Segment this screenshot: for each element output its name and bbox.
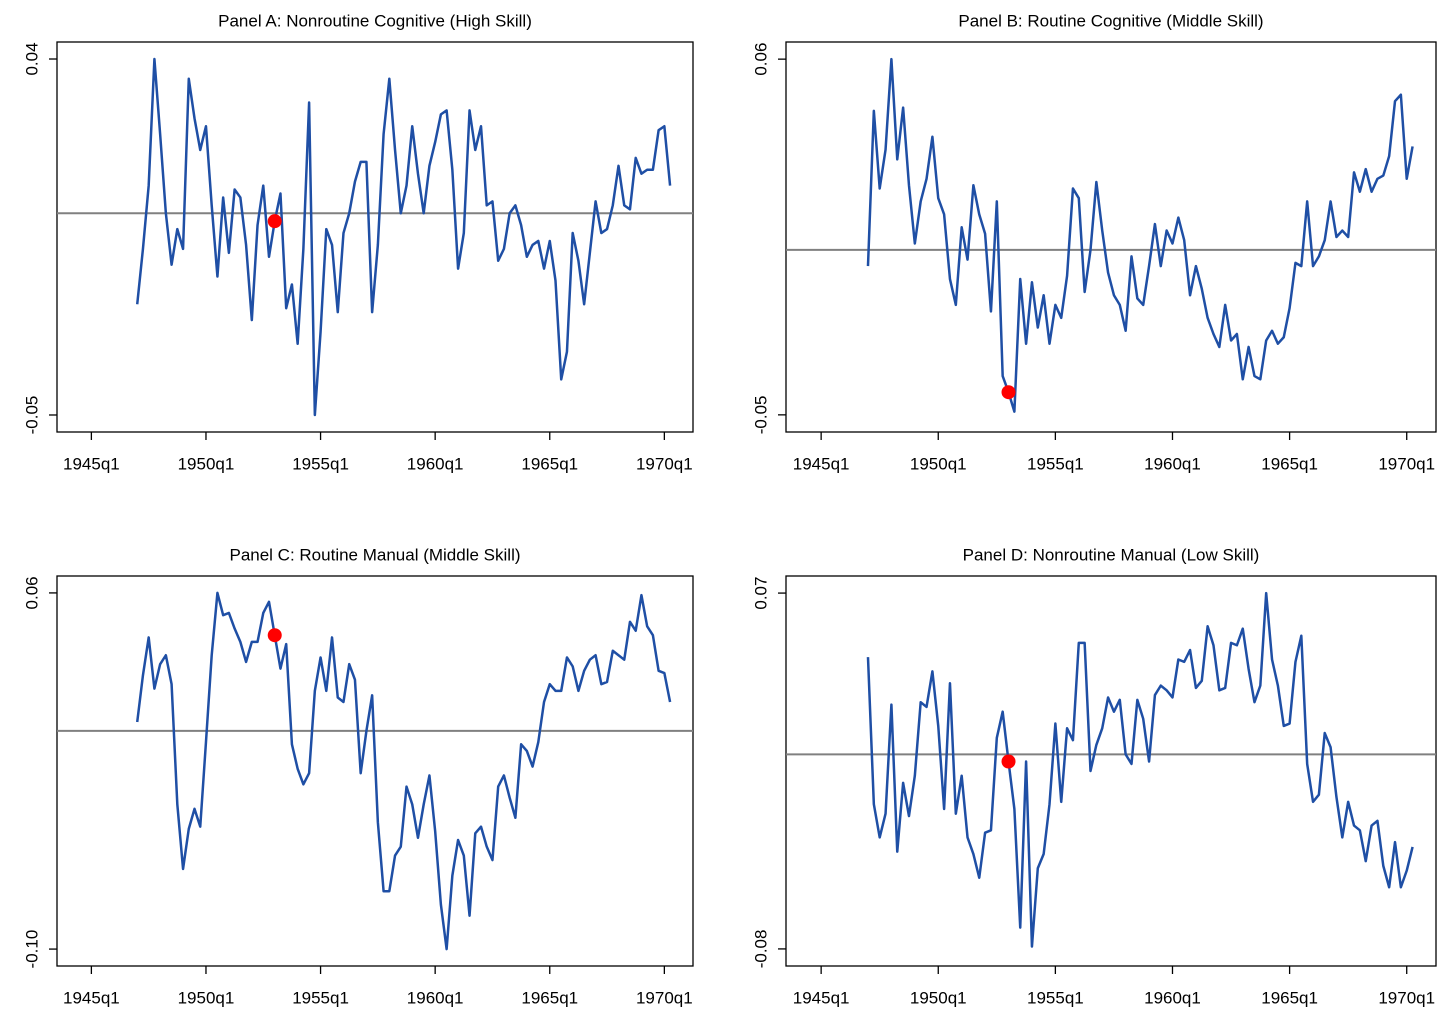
plot-frame (56, 575, 694, 967)
x-tick-label: 1945q1 (63, 454, 120, 473)
y-tick-label: -0.10 (22, 930, 41, 969)
x-tick-label: 1970q1 (636, 988, 693, 1007)
x-tick-label: 1955q1 (292, 988, 349, 1007)
x-tick-label: 1965q1 (1261, 988, 1318, 1007)
highlight-point (1001, 385, 1016, 400)
y-tick-label: -0.05 (22, 396, 41, 435)
x-tick-label: 1960q1 (1144, 988, 1201, 1007)
x-tick-label: 1945q1 (793, 454, 850, 473)
x-tick-label: 1945q1 (63, 988, 120, 1007)
x-tick-label: 1960q1 (1144, 454, 1201, 473)
x-tick-label: 1960q1 (407, 454, 464, 473)
x-tick-label: 1950q1 (910, 988, 967, 1007)
y-tick-label: 0.07 (751, 577, 770, 610)
x-tick-label: 1970q1 (636, 454, 693, 473)
x-tick-label: 1950q1 (178, 454, 235, 473)
series-line (135, 57, 672, 417)
highlight-point (267, 628, 282, 643)
x-tick-label: 1950q1 (178, 988, 235, 1007)
panel-title: Panel A: Nonroutine Cognitive (High Skil… (218, 11, 532, 30)
highlight-point (1001, 754, 1016, 769)
y-tick-label: 0.04 (22, 42, 41, 75)
plot-frame (785, 41, 1437, 433)
x-tick-label: 1965q1 (1261, 454, 1318, 473)
plot-frame (56, 41, 694, 433)
panel-title: Panel B: Routine Cognitive (Middle Skill… (958, 11, 1263, 30)
x-tick-label: 1970q1 (1378, 454, 1435, 473)
y-tick-label: -0.05 (751, 395, 770, 434)
plot-frame (785, 575, 1437, 967)
series-line (866, 591, 1414, 948)
panel-title: Panel D: Nonroutine Manual (Low Skill) (963, 545, 1260, 564)
x-tick-label: 1960q1 (407, 988, 464, 1007)
series-line (135, 591, 672, 951)
x-tick-label: 1945q1 (793, 988, 850, 1007)
x-tick-label: 1955q1 (1027, 988, 1084, 1007)
panel-title: Panel C: Routine Manual (Middle Skill) (229, 545, 520, 564)
y-tick-label: 0.06 (751, 43, 770, 76)
x-tick-label: 1955q1 (292, 454, 349, 473)
x-tick-label: 1955q1 (1027, 454, 1084, 473)
y-tick-label: -0.08 (751, 930, 770, 969)
x-tick-label: 1965q1 (521, 988, 578, 1007)
x-tick-label: 1970q1 (1378, 988, 1435, 1007)
x-tick-label: 1965q1 (521, 454, 578, 473)
highlight-point (267, 214, 282, 229)
series-line (866, 57, 1414, 413)
y-tick-label: 0.06 (22, 576, 41, 609)
x-tick-label: 1950q1 (910, 454, 967, 473)
